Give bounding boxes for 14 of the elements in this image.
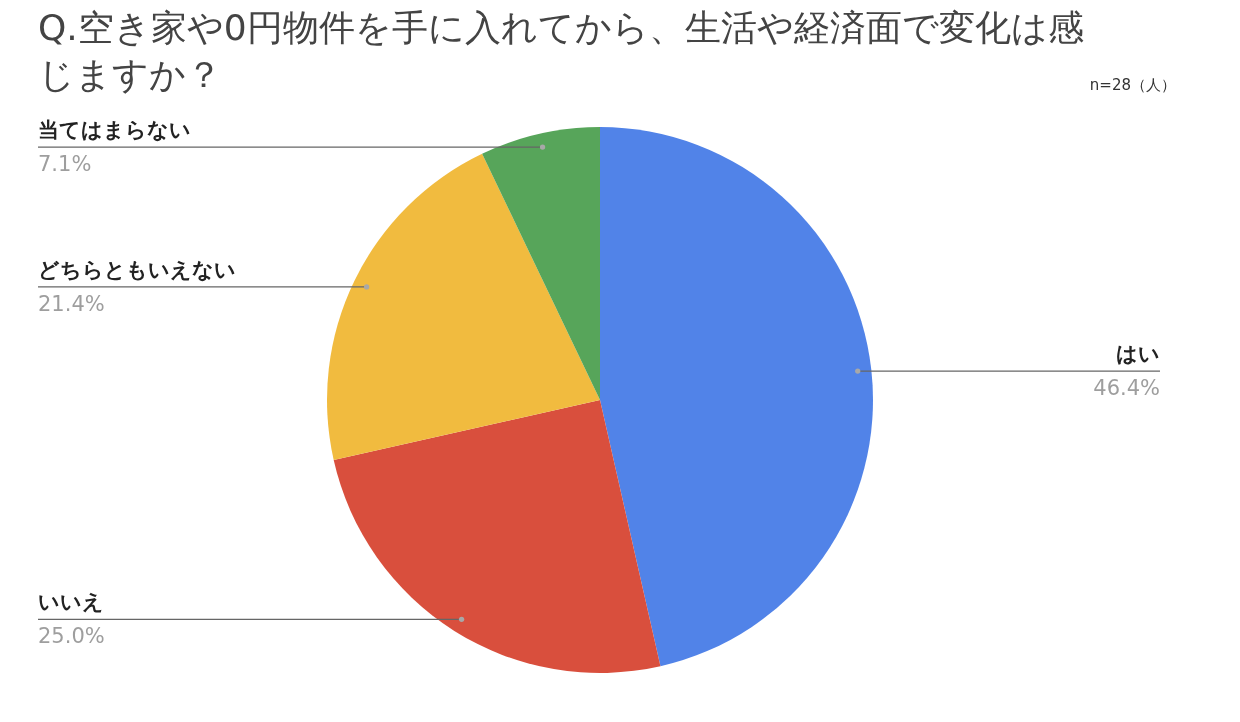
data-label: 25.0% bbox=[38, 624, 105, 649]
slice-label: 当てはまらない bbox=[38, 118, 191, 143]
slice-label: いいえ bbox=[38, 590, 104, 615]
text: n=28（人） bbox=[1089, 76, 1176, 94]
data-label: 21.4% bbox=[38, 291, 105, 316]
pie-slice bbox=[327, 153, 600, 461]
pie-slice bbox=[482, 127, 600, 400]
chart-title: Q.空き家や0円物件を手に入れてから、生活や経済面で変化は感じますか？ bbox=[38, 7, 1084, 95]
data-label: 7.1% bbox=[38, 152, 92, 177]
data-label: 46.4% bbox=[1093, 376, 1160, 401]
slice-label: はい bbox=[1116, 342, 1160, 367]
pie-slice bbox=[333, 400, 661, 673]
pie-slice bbox=[600, 127, 873, 667]
slice-label: どちらともいえない bbox=[38, 257, 236, 282]
